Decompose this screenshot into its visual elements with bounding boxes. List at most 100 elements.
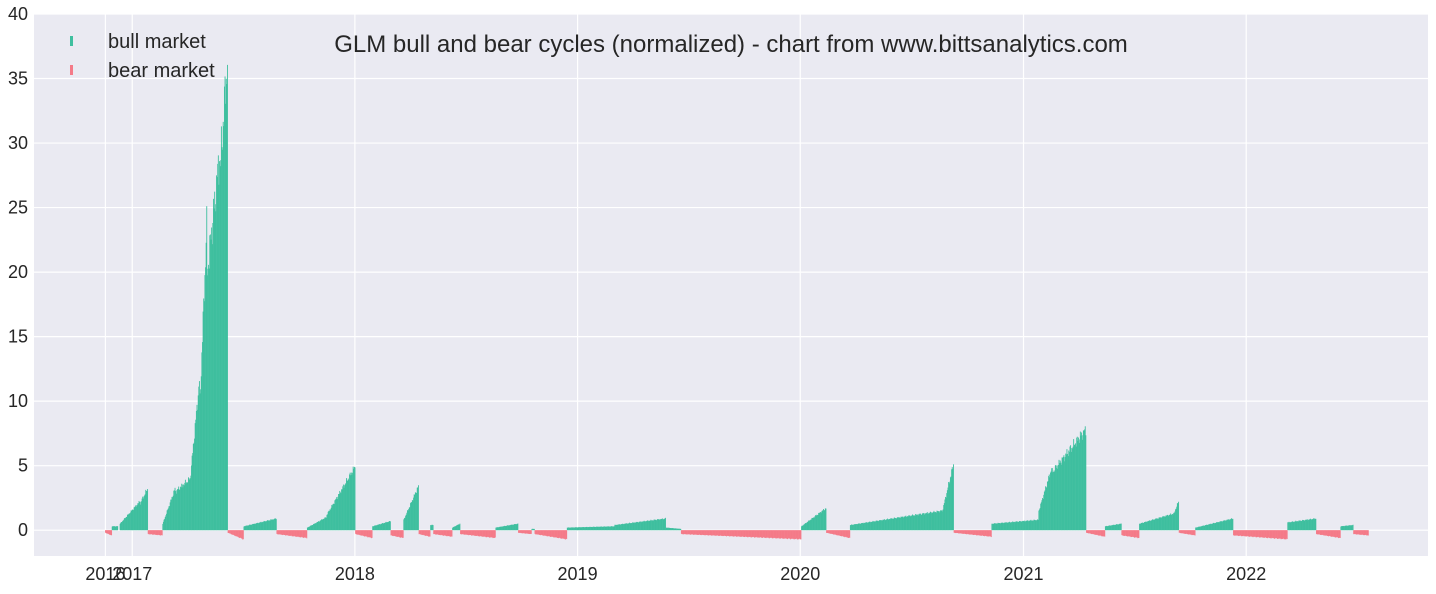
bear-bar	[726, 530, 728, 536]
bear-bar	[468, 530, 469, 536]
bull-bar	[997, 522, 999, 531]
bull-bar	[263, 521, 264, 531]
bull-bar	[934, 511, 936, 531]
bear-bar	[241, 530, 242, 539]
bear-bar	[419, 530, 421, 535]
bear-bar	[1280, 530, 1281, 539]
bull-bar	[1044, 490, 1046, 531]
bull-bar	[1073, 439, 1075, 531]
bull-bar	[642, 521, 644, 531]
bull-bar	[256, 523, 258, 531]
bear-bar	[691, 530, 693, 535]
bear-bar	[1364, 530, 1366, 535]
bull-bar	[340, 493, 342, 531]
bull-bar	[1054, 471, 1056, 531]
bull-bar	[342, 484, 344, 531]
bull-bar	[250, 524, 252, 531]
bull-bar	[249, 524, 250, 531]
bull-bar	[1227, 519, 1229, 531]
bear-bar	[794, 530, 796, 539]
bull-bar	[203, 301, 205, 531]
bull-bar	[995, 523, 997, 531]
bull-bar	[164, 518, 166, 531]
bull-bar	[177, 489, 178, 531]
bear-bar	[698, 530, 699, 535]
bull-bar	[1145, 521, 1147, 531]
bear-bar	[1273, 530, 1275, 539]
bull-bar	[133, 510, 134, 531]
bear-bar	[1334, 530, 1336, 538]
bear-bar	[427, 530, 429, 536]
bull-bar	[1076, 437, 1078, 531]
bull-bar	[927, 513, 929, 531]
bull-bar	[870, 521, 872, 531]
bull-bar	[818, 512, 820, 531]
bull-bar	[1204, 525, 1206, 531]
bear-bar	[696, 530, 698, 535]
bull-bar	[812, 517, 813, 531]
bull-bar	[1305, 519, 1307, 531]
bear-bar	[694, 530, 696, 535]
bull-bar	[1195, 527, 1197, 531]
bull-bar	[194, 423, 196, 531]
bull-bar	[227, 64, 228, 531]
bull-bar	[327, 511, 329, 531]
bull-bar	[620, 524, 622, 531]
bear-bar	[464, 530, 466, 535]
bull-bar	[618, 524, 620, 531]
bull-bar	[220, 160, 222, 531]
bear-bar	[483, 530, 485, 537]
bull-bar	[185, 483, 187, 531]
bear-bar	[536, 530, 538, 535]
bull-bar	[1112, 524, 1114, 531]
bull-bar	[1231, 519, 1233, 531]
bull-bar	[621, 524, 623, 531]
bear-bar	[487, 530, 489, 538]
bull-bar	[575, 527, 577, 531]
bear-bar	[767, 530, 769, 538]
bull-bar	[328, 510, 330, 531]
bear-bar	[428, 530, 430, 537]
bear-bar	[460, 530, 461, 535]
bull-bar	[215, 211, 217, 531]
bull-bar	[611, 526, 613, 531]
bull-bar	[1013, 522, 1015, 531]
bear-bar	[752, 530, 754, 538]
bull-bar	[197, 395, 199, 531]
bull-bar	[171, 496, 173, 531]
bull-bar	[1208, 524, 1209, 531]
bull-bar	[1148, 520, 1150, 531]
bull-bar	[330, 507, 332, 531]
bull-bar	[1042, 498, 1044, 531]
bear-bar	[971, 530, 973, 535]
bear-bar	[424, 530, 426, 536]
bull-bar	[859, 523, 861, 531]
bear-bar	[295, 530, 297, 537]
bear-bar	[1321, 530, 1323, 536]
bull-bar	[1079, 439, 1081, 531]
y-tick-label: 5	[18, 456, 28, 476]
bear-bar	[535, 530, 537, 535]
bear-bar	[400, 530, 402, 538]
bear-bar	[363, 530, 364, 536]
bear-bar	[1184, 530, 1186, 534]
bull-bar	[902, 517, 904, 531]
bull-bar	[310, 525, 312, 531]
bull-bar	[253, 523, 255, 531]
bull-bar	[930, 512, 932, 531]
bear-bar	[448, 530, 450, 537]
bull-bar	[590, 527, 592, 531]
bear-bar	[1096, 530, 1098, 535]
bear-bar	[762, 530, 764, 538]
bull-bar	[633, 522, 635, 531]
bull-bar	[166, 510, 168, 531]
bull-bar	[889, 519, 891, 531]
bear-bar	[365, 530, 367, 537]
bull-bar	[319, 521, 321, 531]
bear-bar	[425, 530, 427, 536]
bear-bar	[436, 530, 438, 535]
bear-bar	[832, 530, 834, 534]
bull-bar	[654, 519, 655, 531]
bear-bar	[743, 530, 745, 538]
bear-bar	[968, 530, 970, 535]
